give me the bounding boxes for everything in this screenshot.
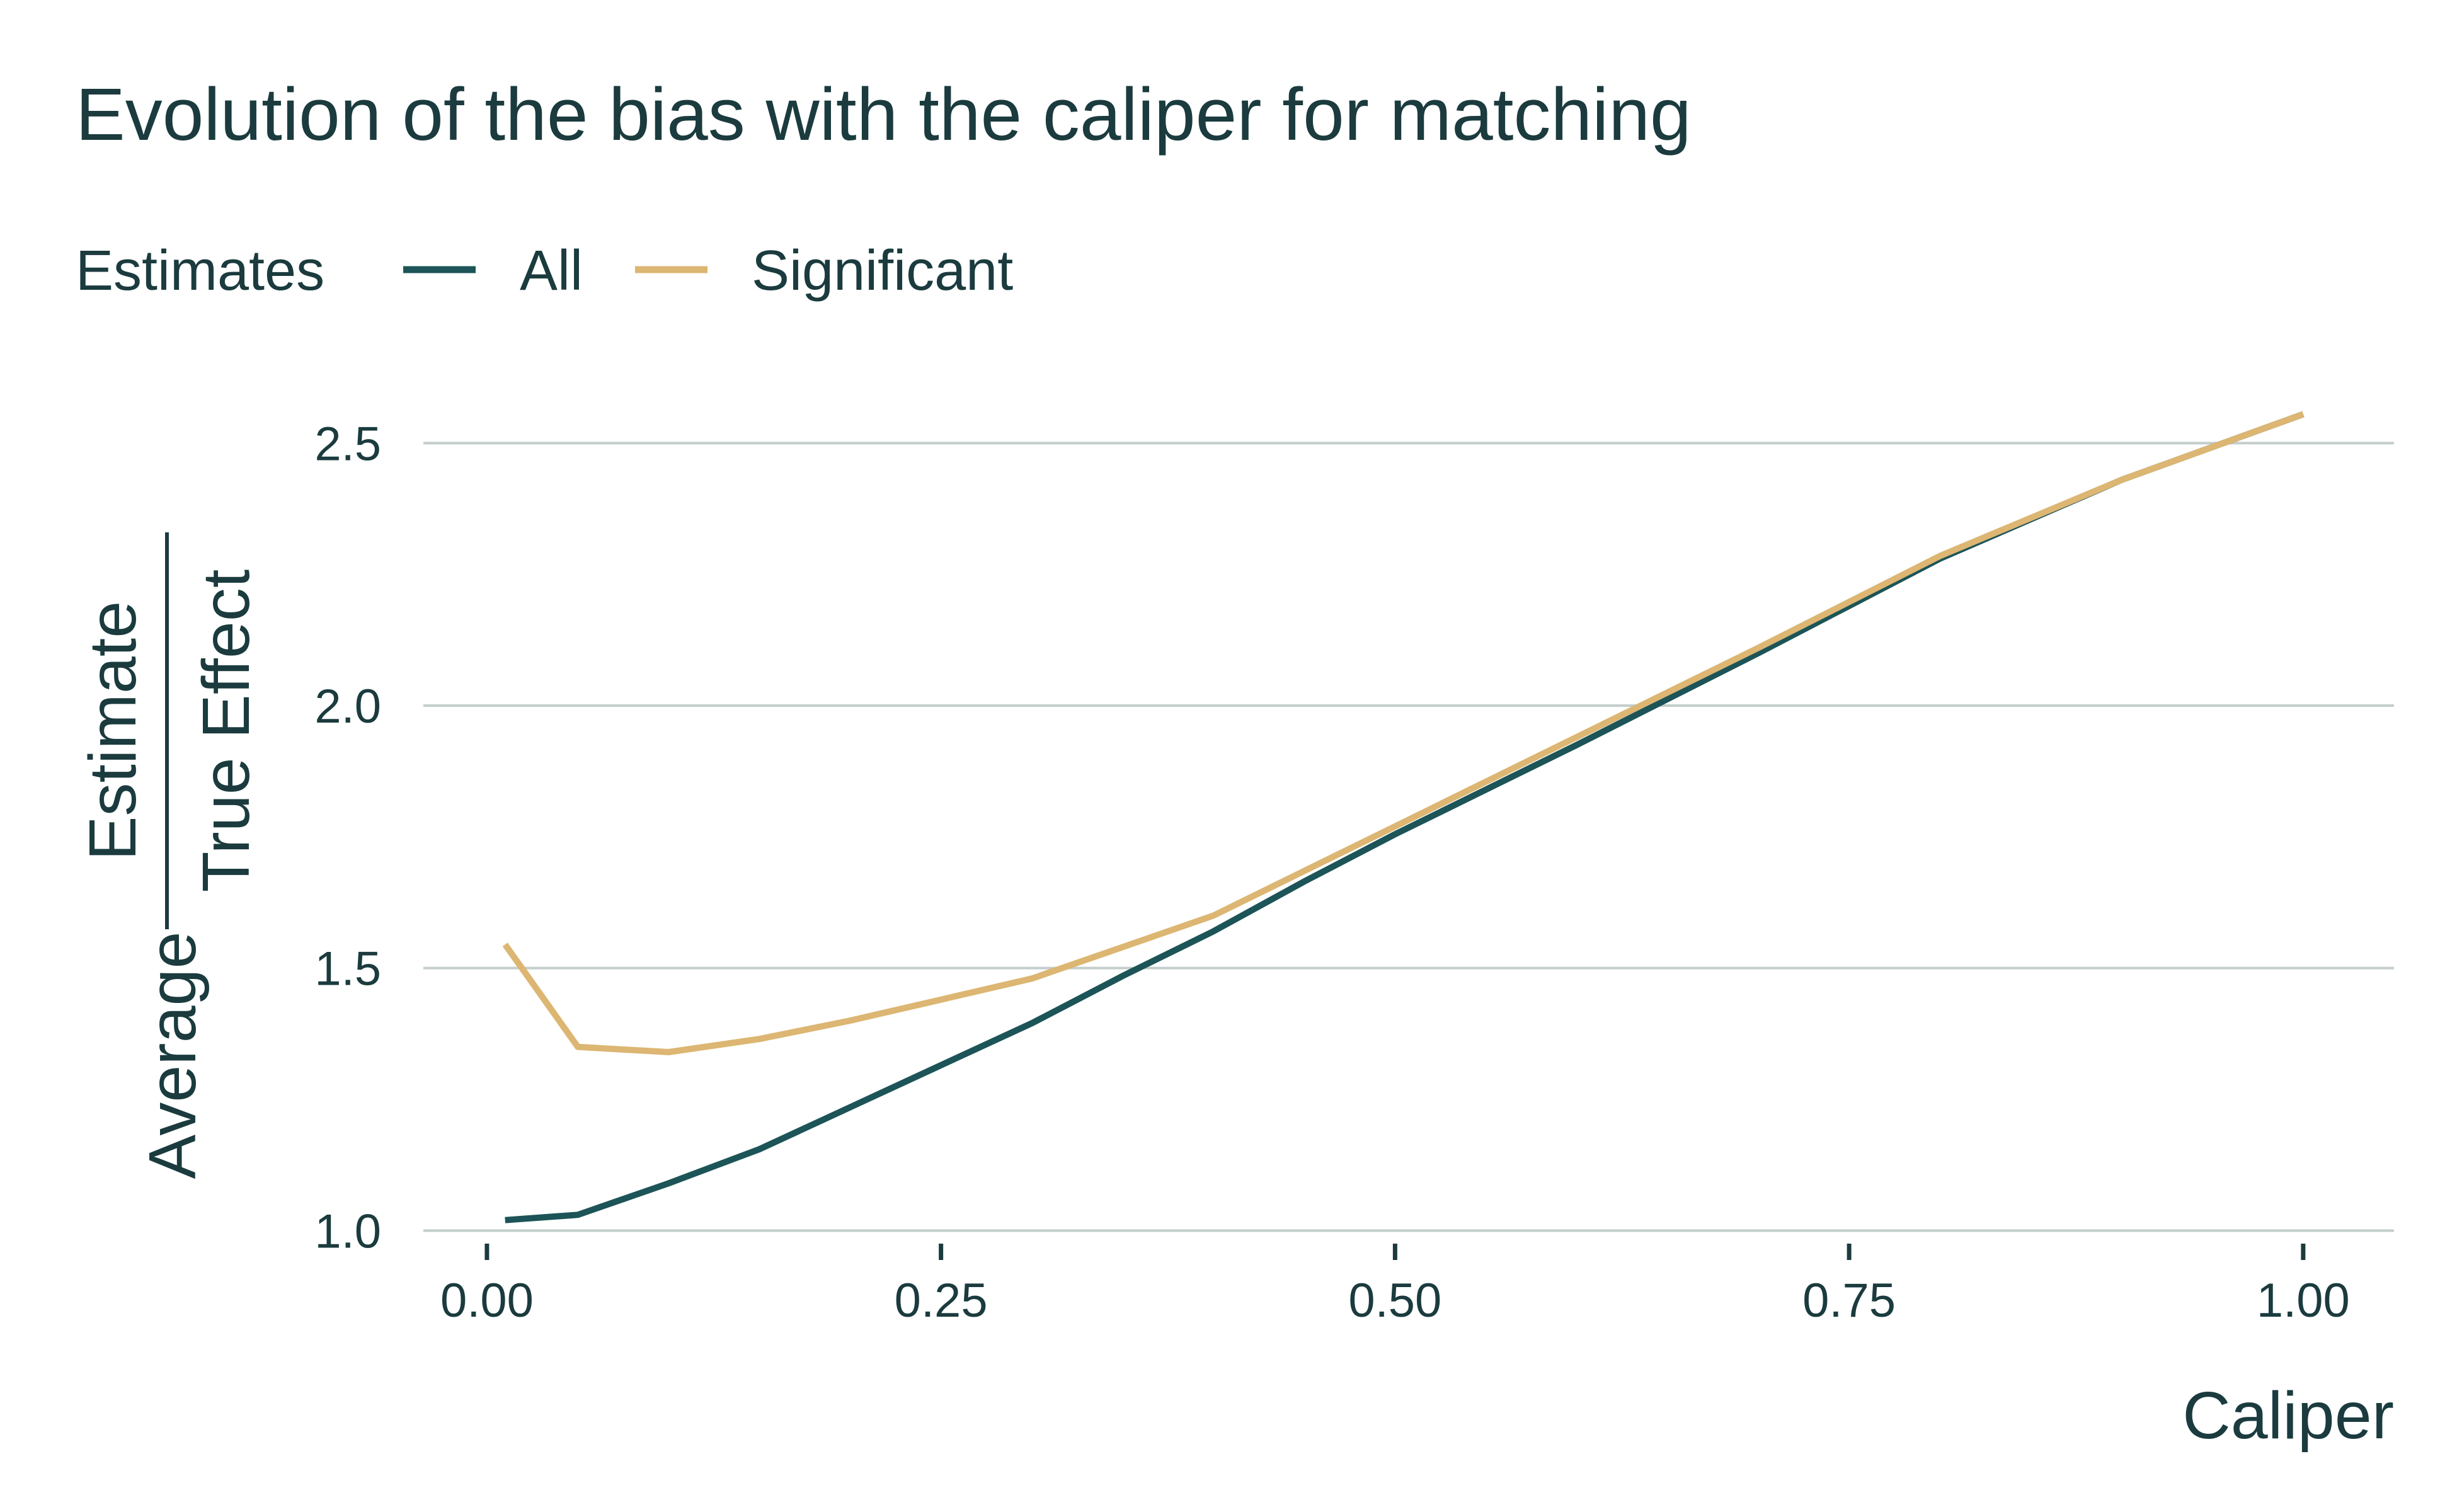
x-axis-ticks: 0.00 0.25 0.50 0.75 1.00 xyxy=(440,1244,2350,1327)
data-series xyxy=(502,411,2305,1223)
x-tick-label: 1.00 xyxy=(2257,1274,2350,1327)
y-tick-label: 2.0 xyxy=(314,680,381,733)
x-tick-label: 0.50 xyxy=(1348,1274,1441,1327)
x-axis-title: Caliper xyxy=(2182,1378,2394,1453)
x-tick-label: 0.25 xyxy=(895,1274,988,1327)
x-tick-label: 0.75 xyxy=(1802,1274,1896,1327)
series-line-all xyxy=(505,411,2305,1223)
legend-label-significant: Significant xyxy=(752,239,1013,302)
y-tick-label: 1.0 xyxy=(314,1205,381,1258)
series-line-significant xyxy=(502,411,2305,1055)
legend-title: Estimates xyxy=(76,239,324,302)
y-tick-label: 2.5 xyxy=(314,417,381,471)
y-axis-title-numerator: Estimate xyxy=(76,601,150,861)
y-axis-title-denominator: True Effect xyxy=(189,570,263,893)
x-tick-label: 0.00 xyxy=(440,1274,534,1327)
y-axis-ticks: 1.0 1.5 2.0 2.5 xyxy=(314,417,381,1258)
y-axis-title: Average Estimate True Effect xyxy=(76,532,263,1179)
gridlines xyxy=(423,442,2394,1232)
y-tick-label: 1.5 xyxy=(314,942,381,996)
legend-label-all: All xyxy=(520,239,583,302)
chart-title: Evolution of the bias with the caliper f… xyxy=(76,73,1692,156)
legend: Estimates All Significant xyxy=(76,239,1013,302)
y-axis-title-prefix: Average xyxy=(135,932,210,1179)
